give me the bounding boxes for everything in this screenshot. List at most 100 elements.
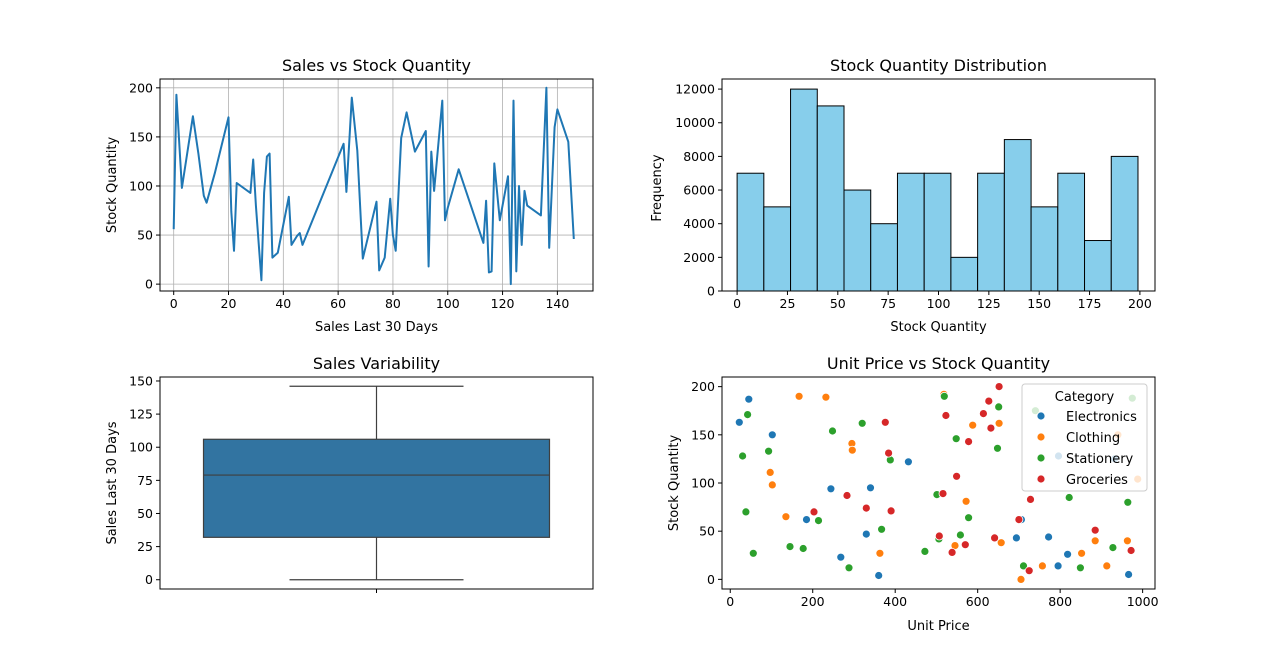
x-tick-label: 100	[436, 296, 460, 311]
y-tick-label: 0	[707, 284, 715, 299]
scatter-point-electronics	[802, 515, 811, 524]
scatter-price-vs-stock: 0 200 400 600 800 1000 0 50 100 150 200 Unit Pric…	[667, 354, 1159, 634]
scatter-point-stationery	[956, 530, 965, 540]
y-tick-label: 150	[129, 373, 153, 388]
scatter-point-electronics	[1124, 570, 1133, 579]
x-tick-label: 600	[966, 594, 990, 609]
y-tick-label: 8000	[683, 149, 715, 164]
y-axis-label: Stock Quantity	[667, 435, 682, 532]
legend-label: Electronics	[1066, 410, 1137, 425]
legend-marker-electronics	[1036, 411, 1046, 421]
y-tick-label: 200	[691, 379, 715, 394]
y-tick-label: 6000	[683, 183, 715, 198]
y-tick-label: 150	[129, 129, 153, 144]
scatter-point-electronics	[866, 483, 875, 493]
scatter-point-stationery	[939, 391, 949, 401]
x-tick-label: 80	[385, 296, 401, 311]
scatter-point-stationery	[785, 542, 795, 551]
scatter-point-clothing	[1077, 548, 1086, 558]
x-tick-label: 800	[1048, 594, 1072, 609]
x-tick-label: 100	[927, 296, 951, 311]
scatter-point-stationery	[764, 446, 773, 456]
y-axis-label: Stock Quantity	[105, 137, 120, 234]
plot-frame	[159, 78, 594, 292]
scatter-point-stationery	[994, 402, 1004, 412]
y-tick-label: 0	[145, 572, 153, 587]
scatter-point-clothing	[1038, 561, 1047, 571]
scatter-point-clothing	[994, 418, 1004, 428]
histogram-bar	[896, 172, 925, 292]
scatter-point-stationery	[1064, 493, 1074, 502]
scatter-point-clothing	[875, 548, 885, 558]
histogram-bar	[843, 189, 872, 292]
scatter-point-stationery	[1108, 543, 1118, 552]
scatter-point-groceries	[952, 471, 961, 481]
scatter-point-stationery	[828, 426, 837, 436]
scatter-point-clothing	[996, 538, 1006, 548]
y-tick-label: 0	[707, 572, 715, 587]
scatter-point-groceries	[938, 489, 948, 499]
scatter-point-groceries	[809, 507, 819, 517]
histogram-bar	[950, 256, 979, 292]
scatter-point-stationery	[993, 443, 1002, 453]
x-tick-label: 40	[275, 296, 291, 311]
histogram-bar	[1084, 240, 1112, 292]
y-tick-label: 150	[691, 427, 715, 442]
y-tick-label: 100	[691, 476, 715, 491]
histogram-bar	[977, 172, 1005, 292]
y-tick-label: 12000	[675, 82, 715, 97]
scatter-point-clothing	[1090, 536, 1100, 546]
scatter-point-electronics	[734, 417, 744, 427]
x-tick-label: 125	[977, 296, 1001, 311]
scatter-point-clothing	[821, 392, 831, 402]
scatter-point-stationery	[748, 548, 758, 558]
scatter-point-clothing	[781, 512, 791, 522]
scatter-point-clothing	[794, 391, 804, 401]
y-tick-label: 100	[129, 440, 153, 455]
legend-box	[1021, 383, 1148, 492]
scatter-point-clothing	[847, 445, 857, 455]
scatter-point-electronics	[744, 394, 754, 404]
scatter-point-electronics	[1063, 549, 1072, 559]
scatter-point-stationery	[964, 513, 973, 523]
y-tick-label: 75	[137, 473, 153, 488]
scatter-point-stationery	[798, 544, 808, 553]
histogram-bar	[736, 172, 765, 292]
scatter-point-groceries	[1126, 546, 1136, 555]
x-tick-label: 20	[221, 296, 237, 311]
scatter-point-groceries	[1024, 566, 1034, 576]
scatter-point-stationery	[1076, 563, 1085, 573]
scatter-point-stationery	[844, 563, 854, 573]
legend-label: Stationery	[1066, 452, 1134, 467]
series-line	[172, 86, 575, 286]
y-tick-label: 200	[129, 80, 153, 95]
x-tick-label: 0	[733, 296, 741, 311]
scatter-point-clothing	[1102, 561, 1112, 571]
iqr-box	[202, 438, 551, 538]
legend-title: Category	[1055, 390, 1115, 405]
scatter-point-electronics	[767, 430, 777, 440]
x-tick-label: 400	[883, 594, 907, 609]
x-tick-label: 200	[1128, 296, 1152, 311]
legend-marker-stationery	[1036, 453, 1046, 463]
scatter-point-groceries	[934, 531, 944, 541]
y-tick-label: 4000	[683, 216, 715, 231]
scatter-point-stationery	[1019, 561, 1028, 571]
y-tick-label: 125	[129, 407, 153, 422]
scatter-point-groceries	[886, 506, 896, 516]
legend-marker-groceries	[1036, 474, 1046, 484]
scatter-point-groceries	[986, 423, 996, 433]
scatter-point-clothing	[1123, 536, 1132, 546]
y-tick-label: 2000	[683, 250, 715, 265]
y-tick-label: 25	[137, 539, 153, 554]
x-tick-label: 140	[545, 296, 569, 311]
scatter-point-electronics	[861, 529, 871, 539]
x-tick-label: 0	[170, 296, 178, 311]
scatter-point-stationery	[743, 410, 752, 420]
plot-area	[160, 79, 593, 291]
scatter-point-electronics	[1012, 533, 1021, 543]
scatter-point-clothing	[968, 420, 978, 430]
x-tick-label: 0	[726, 594, 734, 609]
x-tick-label: 1000	[1127, 594, 1159, 609]
